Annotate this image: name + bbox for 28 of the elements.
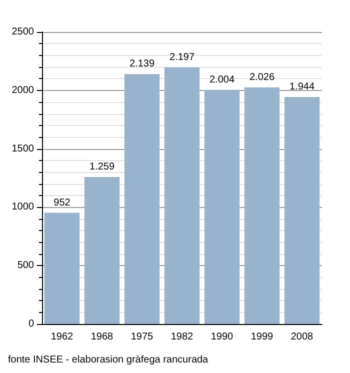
data-label: 2.026 [249,72,275,83]
y-tick-label: 0 [28,318,34,330]
y-tick-label: 2500 [12,26,34,38]
x-tick-label: 1962 [50,332,74,342]
bar [204,90,240,324]
x-tick-label: 1999 [250,332,274,342]
x-tick-label: 1968 [90,332,114,342]
data-label: 2.139 [129,58,155,70]
x-tick-label: 1982 [170,332,194,342]
y-tick-label: 500 [17,260,34,272]
y-tick-label: 1500 [12,143,34,154]
bar [44,212,80,324]
bar [244,87,280,324]
y-tick-label: 1000 [12,202,34,213]
data-label: 1.259 [89,161,115,172]
x-tick-label: 1990 [210,332,234,342]
data-label: 1.944 [289,81,315,92]
bar [124,74,160,324]
data-label: 2.004 [209,74,235,86]
y-tick-label: 2000 [12,84,34,96]
source-note: fonte INSEE - elaborasion gràfega rancurada [8,354,209,366]
bar [84,176,120,324]
bar [284,96,320,324]
x-tick-label: 2008 [290,332,314,342]
bar [164,67,200,324]
data-label: 2.197 [169,52,195,63]
x-tick-label: 1975 [130,332,154,342]
data-label: 952 [54,197,71,208]
